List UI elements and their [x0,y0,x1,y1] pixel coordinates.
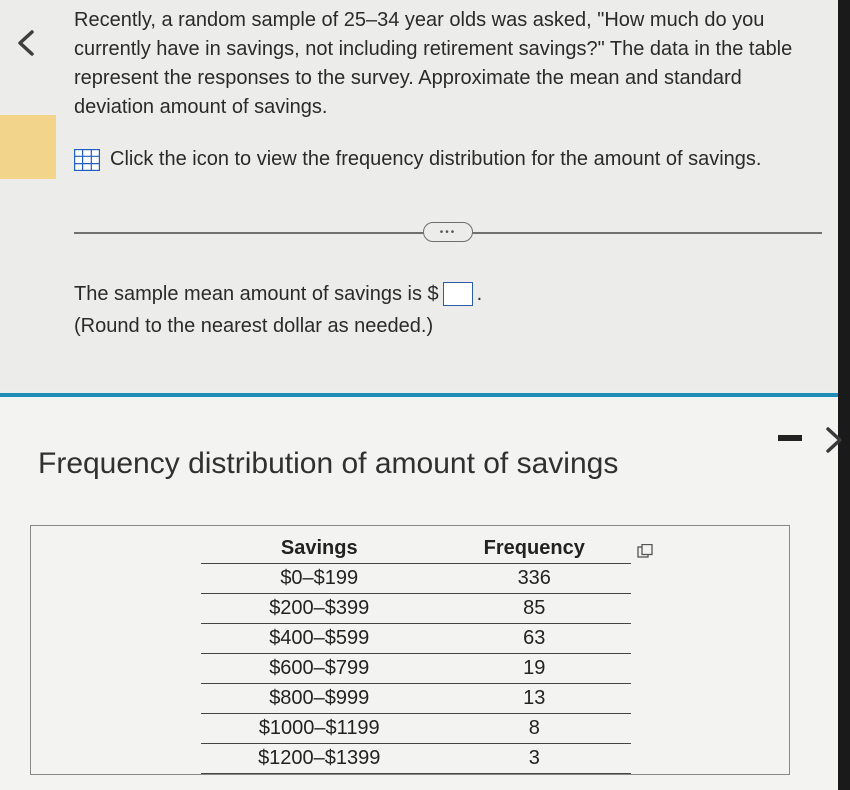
mean-input[interactable] [443,282,473,306]
cell-frequency: 85 [438,594,632,624]
table-row: $200–$39985 [201,594,631,624]
frequency-table: Savings Frequency [201,534,631,774]
page-root: Recently, a random sample of 25–34 year … [0,0,850,790]
table-row: $800–$99913 [201,684,631,714]
icon-hint-text: Click the icon to view the frequency dis… [110,148,761,171]
next-arrow-icon[interactable] [824,425,844,464]
round-note: (Round to the nearest dollar as needed.) [74,310,814,342]
cell-savings: $400–$599 [201,624,438,654]
minimize-button[interactable] [778,435,802,441]
arrow-left-icon [12,28,42,58]
cell-savings: $600–$799 [201,654,438,684]
popup-panel: Frequency distribution of amount of savi… [0,397,838,790]
expand-divider: ••• [74,222,822,244]
answer-prefix: The sample mean amount of savings is $ [74,278,439,310]
icon-hint-row: Click the icon to view the frequency dis… [74,148,824,171]
cell-savings: $1200–$1399 [201,744,438,774]
popup-title: Frequency distribution of amount of savi… [38,447,618,481]
table-row: $0–$199336 [201,564,631,594]
back-button[interactable] [12,28,42,67]
cell-savings: $1000–$1199 [201,714,438,744]
cell-frequency: 19 [438,654,632,684]
table-row: $600–$79919 [201,654,631,684]
cell-savings: $0–$199 [201,564,438,594]
cell-frequency: 13 [438,684,632,714]
table-body: $0–$199336 $200–$39985 $400–$59963 $600–… [201,564,631,774]
table-row: $1200–$13993 [201,744,631,774]
copy-icon[interactable] [637,541,653,555]
cell-savings: $800–$999 [201,684,438,714]
table-container: Savings Frequency [30,525,790,775]
col-header-savings: Savings [201,534,438,564]
cell-frequency: 8 [438,714,632,744]
cell-frequency: 336 [438,564,632,594]
question-text: Recently, a random sample of 25–34 year … [74,6,804,122]
table-row: $1000–$11998 [201,714,631,744]
answer-suffix: . [477,278,483,310]
cell-frequency: 3 [438,744,632,774]
table-icon[interactable] [74,149,100,171]
cell-frequency: 63 [438,624,632,654]
highlight-tab [0,115,56,179]
table-row: $400–$59963 [201,624,631,654]
right-edge-shadow [838,0,850,790]
table-header-row: Savings Frequency [201,534,631,564]
answer-block: The sample mean amount of savings is $ .… [74,278,814,342]
answer-line: The sample mean amount of savings is $ . [74,278,814,310]
col-header-frequency: Frequency [438,534,632,564]
question-panel: Recently, a random sample of 25–34 year … [0,0,838,390]
cell-savings: $200–$399 [201,594,438,624]
expand-button[interactable]: ••• [423,222,473,242]
